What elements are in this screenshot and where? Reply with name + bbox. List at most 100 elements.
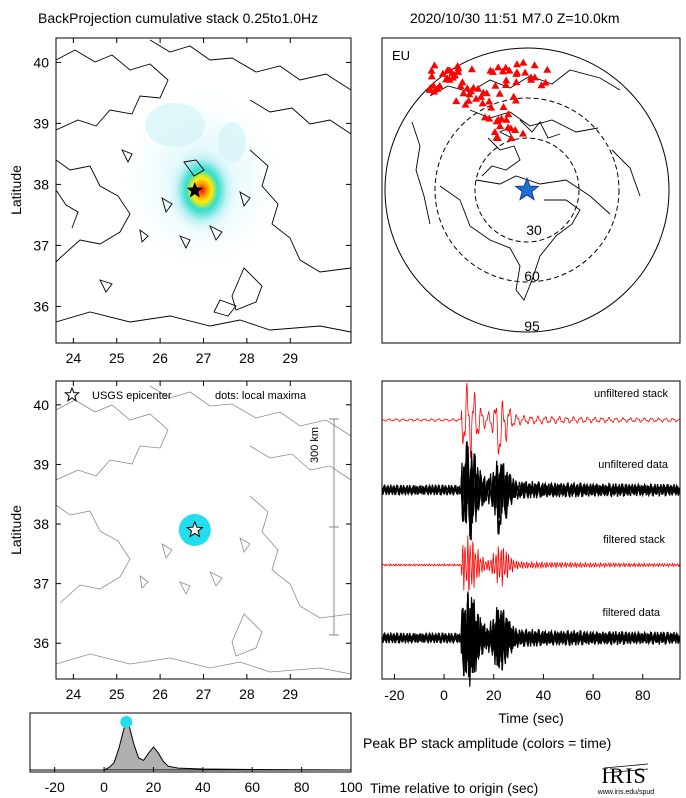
station-marker [472,94,481,102]
x-tick-label: 29 [282,350,298,366]
peak-amplitude-marker [120,716,133,728]
ring-label-95: 95 [524,318,540,334]
ring-30 [474,137,580,243]
station-marker [512,78,521,86]
y-tick-label: 38 [33,176,49,192]
event-info: 2020/10/30 11:51 M7.0 Z=10.0km [410,10,620,26]
peak-amplitude-x-ticks: -20 0 20 40 60 80 100 [45,767,363,795]
station-marker [479,88,488,96]
stack-map-y-ticks: 36 37 38 39 40 [33,54,351,314]
station-marker [477,92,485,100]
x-tick-label: 24 [66,350,82,366]
station-marker [507,134,516,142]
seismogram-trace [381,535,681,591]
station-marker [433,84,442,92]
station-marker [501,63,510,71]
trace-label-unfiltered-stack: unfiltered stack [594,388,668,400]
station-marker [430,61,439,69]
station-marker [464,96,473,104]
x-tick-label: 27 [196,350,212,366]
station-marker [485,114,494,122]
station-marker [494,63,503,71]
peak-amplitude-panel: -20 0 20 40 60 80 100 Peak BP stack amplitude … [29,712,611,796]
y-tick-label: 39 [33,456,49,472]
scale-bar-label: 300 km [309,427,321,463]
y-tick-label: 40 [33,54,49,70]
maxima-map-x-ticks: 24 25 26 27 28 29 [66,381,298,702]
seismogram-trace-station [381,591,680,687]
x-tick-label: 80 [635,687,651,703]
legend-epicenter-label: USGS epicenter [92,390,172,402]
station-marker [493,134,502,141]
y-tick-label: 39 [33,115,49,131]
station-marker [502,76,511,84]
station-marker [511,126,520,133]
x-tick-label: 40 [536,687,552,703]
station-marker [485,97,494,105]
station-map-panel: EU 30 60 95 [381,37,681,344]
x-tick-label: 60 [244,779,260,795]
ring-60 [434,97,620,283]
station-marker [505,66,514,74]
station-marker [491,81,500,89]
station-marker [442,75,451,83]
maxima-map-y-ticks: 36 37 38 39 40 [33,397,351,651]
station-marker [463,84,472,92]
trace-label-filtered-stack: filtered stack [603,534,665,546]
x-tick-label: 100 [339,779,363,795]
station-marker [504,110,513,118]
station-markers [425,58,552,142]
station-marker [511,96,520,104]
legend-star-icon [63,386,81,402]
station-marker [492,117,501,125]
station-marker [461,100,470,108]
x-tick-label: 40 [195,779,211,795]
x-tick-label: 26 [152,686,168,702]
x-tick-label: -20 [45,779,65,795]
ring-label-60: 60 [524,268,540,284]
station-marker [444,66,453,74]
x-tick-label: 25 [109,686,125,702]
peak-amplitude-frame [29,712,352,773]
station-marker [543,65,552,73]
maxima-map-panel: 36 37 38 39 40 24 25 26 27 28 29 Latitude USGS ep… [8,380,352,702]
station-marker [486,66,495,74]
station-marker [495,89,504,97]
station-marker [519,58,528,66]
station-marker [527,75,536,83]
x-tick-label: 60 [585,687,601,703]
station-marker [499,103,508,110]
legend-dots-label: dots: local maxima [215,390,307,402]
station-marker [454,67,463,75]
x-tick-label: 26 [152,350,168,366]
globe-outline [384,47,670,333]
station-marker [519,129,527,137]
station-marker [438,69,447,77]
station-marker [509,92,518,100]
station-marker [487,103,496,111]
stack-halo-north [145,103,205,147]
station-marker [465,90,474,98]
station-marker [513,68,521,76]
maxima-epicenter-star-icon [185,520,204,538]
station-marker [521,68,530,76]
x-tick-label: 20 [146,779,162,795]
y-tick-label: 40 [33,397,49,413]
station-marker [498,67,507,75]
station-marker [490,128,499,135]
epicenter-star-icon [186,181,204,198]
x-tick-label: 0 [440,687,448,703]
figure-title: BackProjection cumulative stack 0.25to1.… [38,10,319,26]
x-tick-label: -20 [384,687,404,703]
x-tick-label: 25 [109,350,125,366]
stack-energy-blob [164,142,240,238]
station-marker [537,81,546,89]
seismogram-x-label: Time (sec) [498,710,564,726]
x-tick-label: 27 [196,686,212,702]
stack-map-epicenter-star [186,181,204,198]
station-marker [467,65,476,73]
seismogram-panel: unfiltered stack unfiltered data filtere… [381,380,681,726]
station-marker [530,61,539,69]
station-marker [454,64,463,72]
